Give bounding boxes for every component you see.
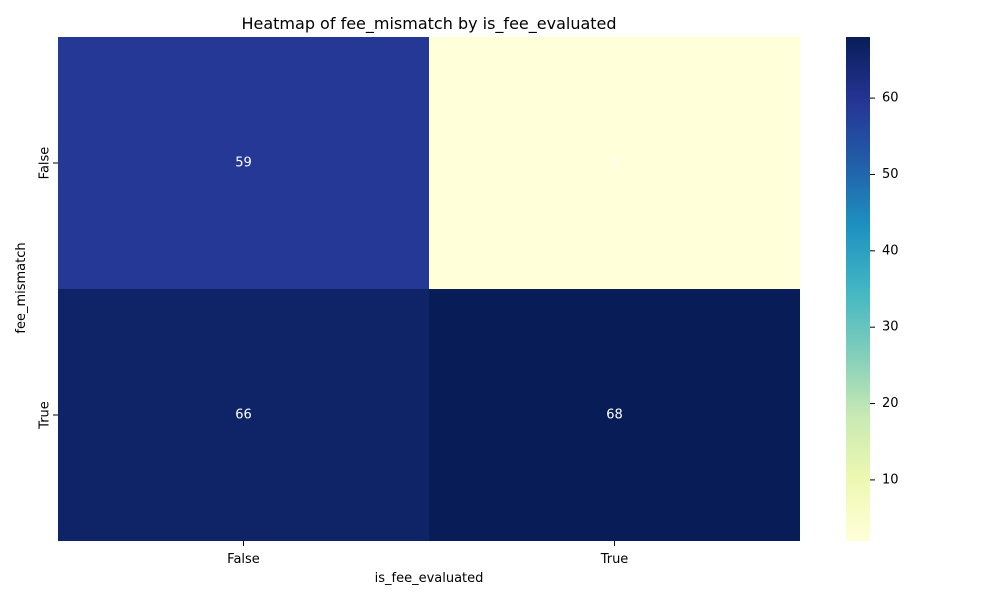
colorbar-tick-label: 10 xyxy=(882,472,899,487)
x-tick-label: False xyxy=(227,552,260,567)
x-axis-label: is_fee_evaluated xyxy=(375,571,484,586)
y-axis-ticks: False True xyxy=(38,147,58,430)
heatmap-cell xyxy=(429,37,800,289)
heatmap-cells xyxy=(58,37,800,541)
x-axis-ticks: False True xyxy=(227,541,628,567)
colorbar-tick-label: 40 xyxy=(882,243,899,258)
colorbar-tick-label: 30 xyxy=(882,320,899,335)
heatmap-annotations: 59 2 66 68 xyxy=(235,156,623,423)
cell-value-label: 66 xyxy=(235,408,252,423)
heatmap-cell xyxy=(58,289,429,541)
cell-value-label: 59 xyxy=(235,156,252,171)
y-axis-label: fee_mismatch xyxy=(14,242,29,333)
colorbar xyxy=(846,37,870,541)
colorbar-tick-label: 50 xyxy=(882,167,899,182)
colorbar-tick-label: 20 xyxy=(882,396,899,411)
y-tick-label: False xyxy=(38,147,53,180)
heatmap-cell xyxy=(58,37,429,289)
heatmap-cell xyxy=(429,289,800,541)
colorbar-ticks: 10 20 30 40 50 60 xyxy=(870,91,899,487)
cell-value-label: 2 xyxy=(610,156,618,171)
colorbar-tick-label: 60 xyxy=(882,91,899,106)
cell-value-label: 68 xyxy=(606,408,623,423)
chart-title: Heatmap of fee_mismatch by is_fee_evalua… xyxy=(241,14,616,34)
x-tick-label: True xyxy=(600,552,629,567)
y-tick-label: True xyxy=(38,401,53,430)
